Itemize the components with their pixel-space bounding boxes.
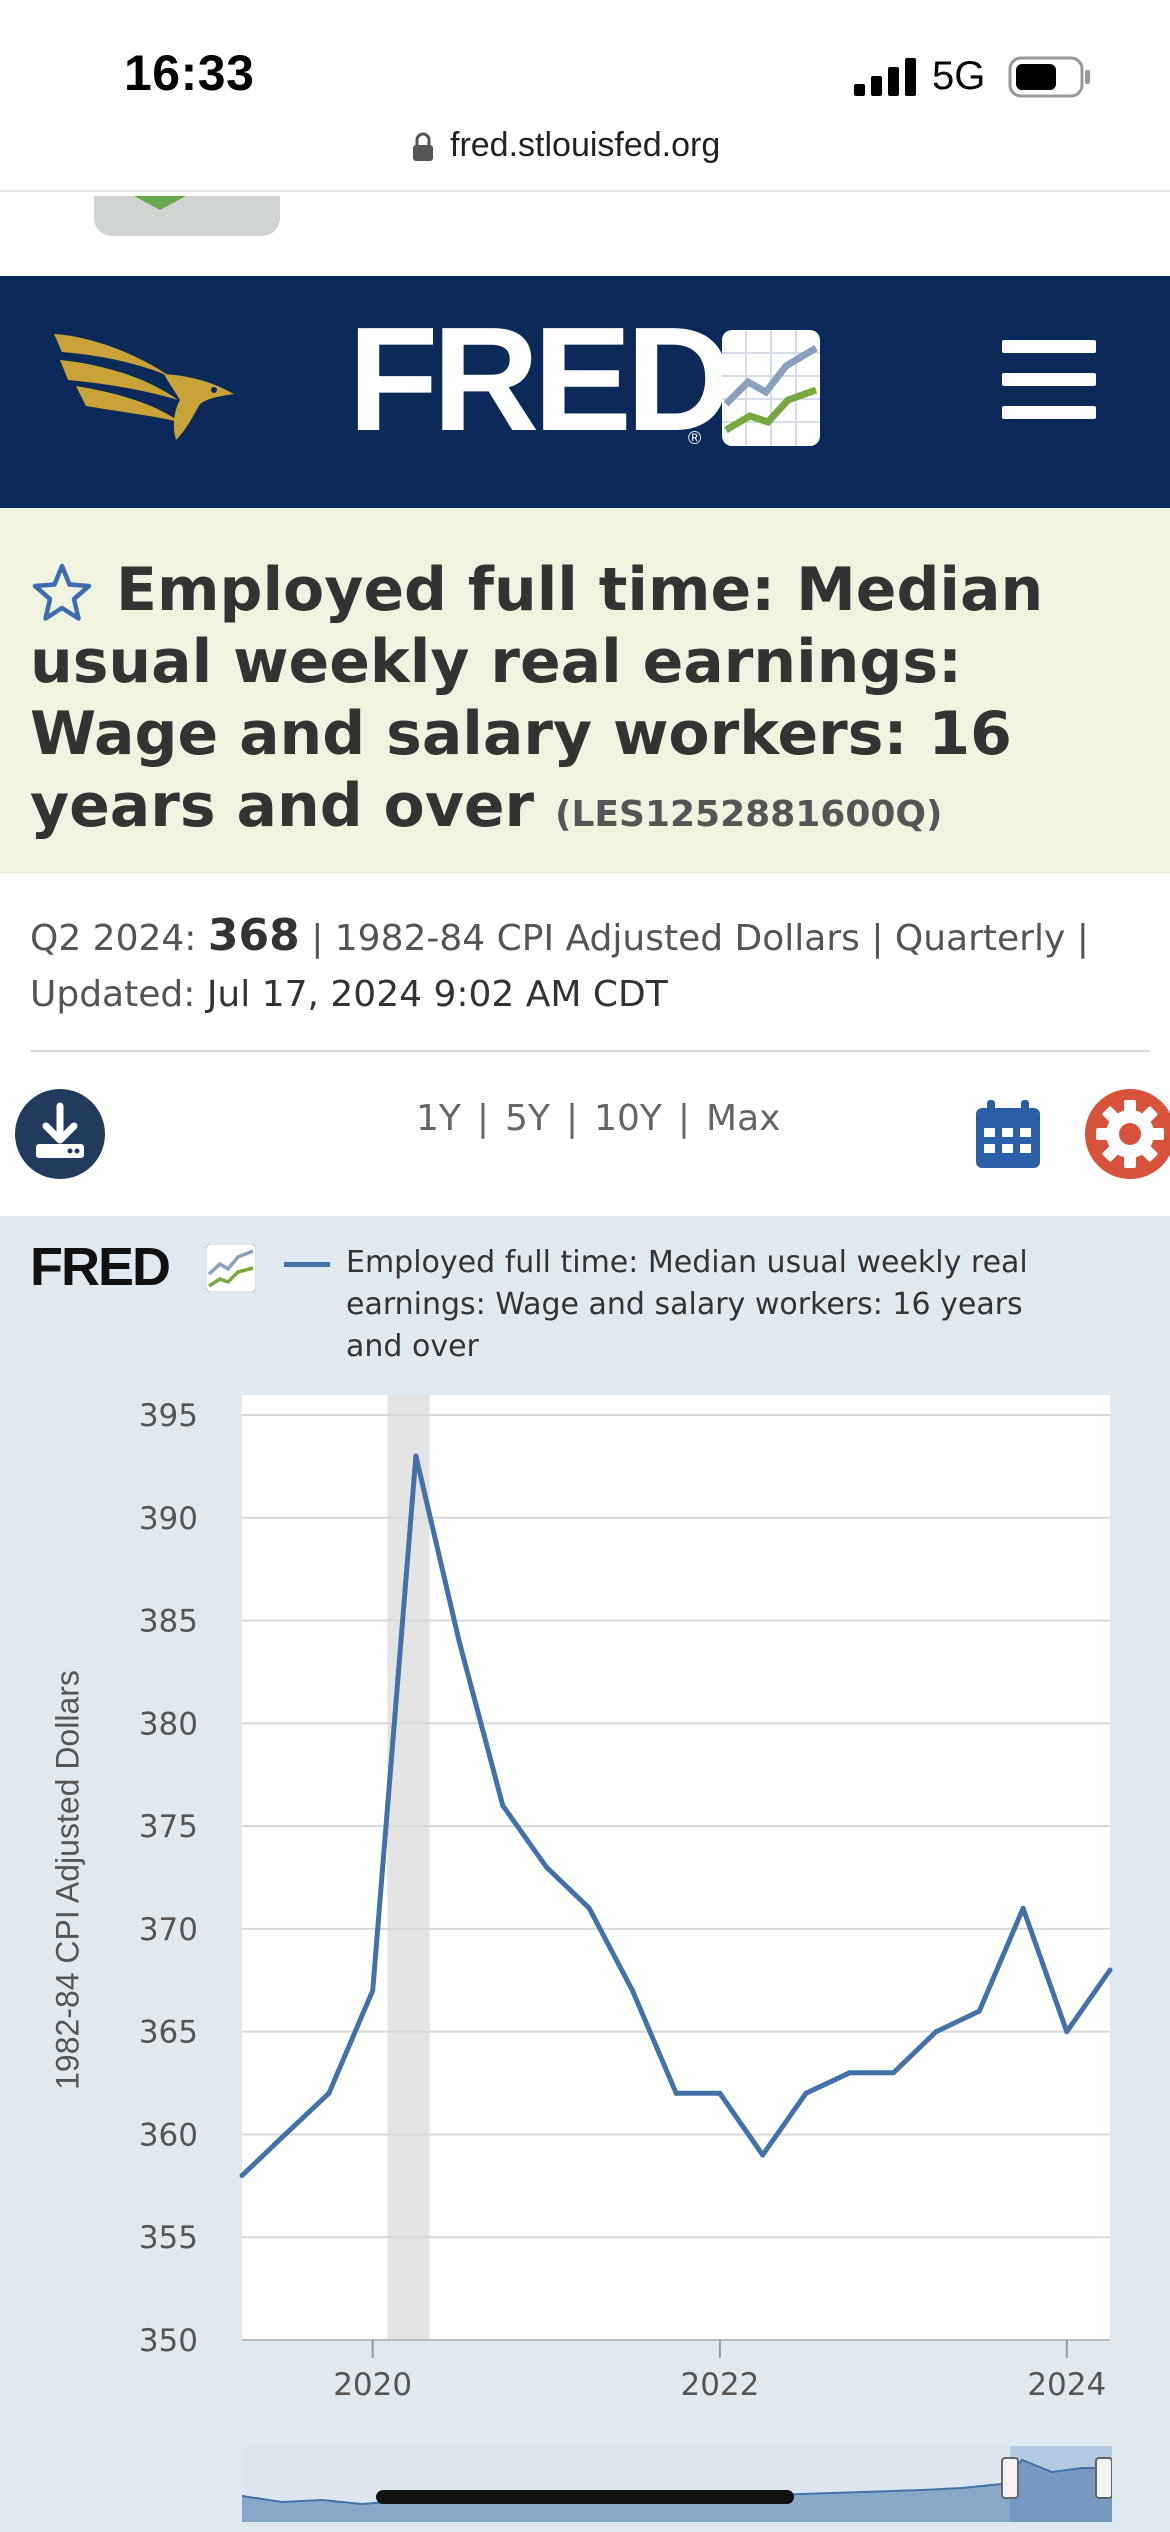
range-separator: | <box>677 1098 691 1139</box>
y-tick-label: 380 <box>139 1706 198 1742</box>
y-tick-label: 370 <box>139 1912 198 1948</box>
status-time: 16:33 <box>124 45 255 101</box>
data-point <box>500 1803 506 1809</box>
graph-fred-logo: FRED <box>30 1237 171 1297</box>
range-separator: | <box>565 1098 579 1139</box>
plot-area <box>242 1395 1110 2340</box>
range-5y-button[interactable]: 5Y <box>505 1098 550 1139</box>
calendar-icon[interactable] <box>974 1098 1042 1170</box>
title-panel <box>0 508 1170 874</box>
data-point <box>370 1988 376 1994</box>
page-title: Employed full time: Median usual weekly … <box>30 554 1130 851</box>
data-point <box>717 2090 723 2096</box>
download-icon[interactable] <box>14 1088 106 1180</box>
updated-label: Updated: <box>30 974 196 1015</box>
data-point <box>933 2029 939 2035</box>
partial-logo <box>94 196 280 236</box>
data-point <box>976 2008 982 2014</box>
star-icon[interactable] <box>30 562 94 624</box>
signal-icon <box>854 58 916 96</box>
data-point <box>1020 1905 1026 1911</box>
x-tick-label: 2022 <box>680 2367 759 2403</box>
x-tick-label: 2024 <box>1027 2367 1106 2403</box>
data-point <box>586 1905 592 1911</box>
menu-icon[interactable] <box>1000 336 1098 424</box>
range-buttons: 1Y | 5Y | 10Y | Max <box>416 1098 780 1139</box>
graph-fred-icon <box>206 1244 256 1292</box>
fred-logo[interactable]: FRED <box>348 297 733 462</box>
legend-label: Employed full time: Median usual weekly … <box>346 1245 1028 1364</box>
y-tick-label: 390 <box>139 1501 198 1537</box>
line-chart[interactable]: 395 390 385 380 375 370 365 360 355 350 2020 2022 20… <box>0 1360 1170 2410</box>
data-point <box>630 1988 636 1994</box>
y-tick-label: 375 <box>139 1809 198 1845</box>
y-tick-label: 350 <box>139 2323 198 2359</box>
home-indicator[interactable] <box>376 2490 794 2504</box>
range-10y-button[interactable]: 10Y <box>594 1098 662 1139</box>
data-point <box>1107 1967 1113 1973</box>
data-point <box>803 2090 809 2096</box>
data-point <box>760 2152 766 2158</box>
data-point <box>456 1638 462 1644</box>
status-bar <box>0 0 1170 120</box>
y-tick-label: 385 <box>139 1604 198 1640</box>
units-frequency: | 1982-84 CPI Adjusted Dollars | Quarter… <box>311 918 1089 959</box>
data-point <box>239 2173 245 2179</box>
x-tick-label: 2020 <box>333 2367 412 2403</box>
y-tick-label: 395 <box>139 1398 198 1434</box>
eagle-icon[interactable] <box>52 326 238 450</box>
series-meta: Q2 2024: 368 | 1982-84 CPI Adjusted Doll… <box>30 908 1150 1023</box>
range-navigator[interactable] <box>242 2446 1112 2522</box>
series-title: Employed full time: Median usual weekly … <box>30 555 1044 841</box>
y-tick-label: 365 <box>139 2015 198 2051</box>
url-bar[interactable] <box>0 120 1170 192</box>
divider <box>30 1050 1150 1052</box>
lock-icon <box>413 132 433 161</box>
latest-period-label: Q2 2024: <box>30 918 197 959</box>
range-separator: | <box>476 1098 490 1139</box>
registered-mark: ® <box>688 428 702 448</box>
updated-value: Jul 17, 2024 9:02 AM CDT <box>206 974 668 1015</box>
data-point <box>847 2070 853 2076</box>
range-max-button[interactable]: Max <box>706 1098 781 1139</box>
url-text[interactable]: fred.stlouisfed.org <box>450 126 721 164</box>
latest-value: 368 <box>207 910 300 961</box>
data-point <box>890 2070 896 2076</box>
series-id: (LES1252881600Q) <box>555 794 943 835</box>
y-tick-label: 360 <box>139 2117 198 2153</box>
battery-icon <box>1008 56 1090 98</box>
range-1y-button[interactable]: 1Y <box>416 1098 461 1139</box>
y-tick-label: 355 <box>139 2220 198 2256</box>
fred-graph-icon <box>722 330 820 446</box>
data-point <box>544 1864 550 1870</box>
data-point <box>282 2131 288 2137</box>
network-label: 5G <box>932 54 986 98</box>
data-point <box>326 2090 332 2096</box>
gear-icon[interactable] <box>1084 1088 1170 1180</box>
data-point <box>673 2090 679 2096</box>
data-point <box>1064 2029 1070 2035</box>
data-point <box>413 1453 419 1459</box>
legend-swatch <box>284 1262 330 1267</box>
